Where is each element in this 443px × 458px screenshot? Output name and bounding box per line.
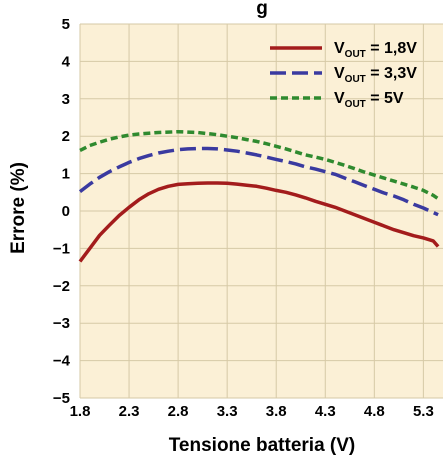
x-tick-label-4: 3.8 — [266, 403, 287, 420]
x-tick-label-2: 2.8 — [168, 403, 189, 420]
y-tick-label-10: −5 — [53, 390, 70, 407]
y-tick-label-1: 4 — [62, 53, 71, 70]
x-tick-label-3: 3.3 — [217, 403, 238, 420]
series-line-1 — [78, 146, 439, 217]
y-tick-label-0: 5 — [62, 16, 70, 33]
x-tick-label-7: 5.3 — [413, 403, 434, 420]
y-tick-label-4: 1 — [62, 166, 70, 183]
x-tick-label-5: 4.3 — [315, 403, 336, 420]
series-line-2 — [79, 129, 440, 201]
legend-label-1: VOUT = 3,3V — [334, 65, 417, 85]
y-tick-label-5: 0 — [62, 203, 70, 220]
y-tick-label-7: −2 — [53, 278, 70, 295]
x-tick-label-0: 1.8 — [70, 403, 91, 420]
legend-label-0: VOUT = 1,8V — [334, 40, 417, 60]
y-tick-label-2: 3 — [62, 91, 70, 108]
x-tick-label-1: 2.3 — [119, 403, 140, 420]
y-axis-title: Errore (%) — [8, 162, 29, 254]
legend-label-2: VOUT = 5V — [334, 90, 404, 110]
x-tick-labels: 1.8 2.3 2.8 3.3 3.8 4.3 4.8 5.3 — [70, 403, 434, 420]
x-tick-label-6: 4.8 — [364, 403, 385, 420]
chart-title-partial: g — [256, 0, 268, 19]
legend: VOUT = 1,8V VOUT = 3,3V VOUT = 5V — [270, 40, 417, 110]
y-tick-label-6: −1 — [53, 240, 70, 257]
x-axis-title: Tensione batteria (V) — [169, 435, 356, 456]
series-layer — [78, 129, 440, 263]
y-tick-label-3: 2 — [62, 128, 70, 145]
y-tick-label-8: −3 — [53, 315, 70, 332]
y-tick-label-9: −4 — [53, 353, 71, 370]
series-line-0 — [78, 181, 440, 263]
grid — [79, 23, 443, 399]
y-tick-labels: 5 4 3 2 1 0 −1 −2 −3 −4 −5 — [53, 16, 71, 407]
